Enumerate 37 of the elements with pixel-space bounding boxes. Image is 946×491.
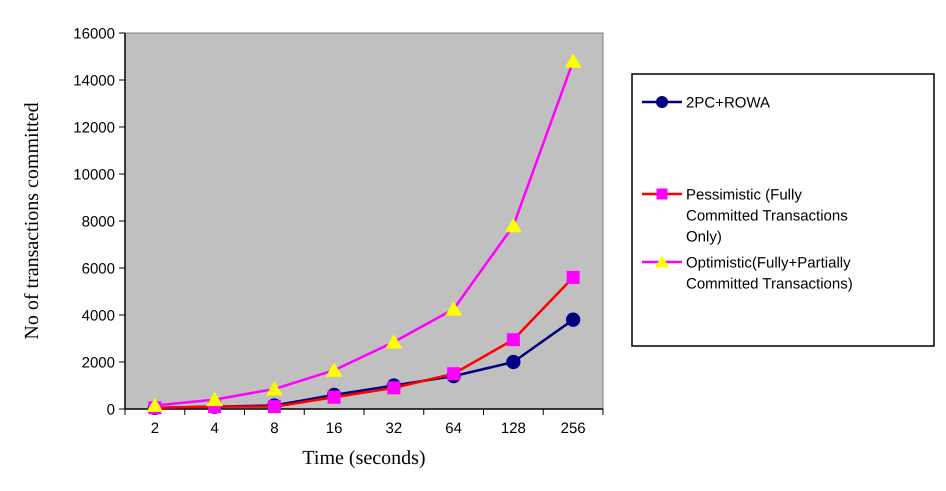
y-tick-label: 16000 [73, 25, 115, 42]
y-tick-label: 0 [106, 401, 115, 418]
y-tick-label: 6000 [82, 260, 115, 278]
y-tick-label: 10000 [73, 166, 115, 184]
y-axis-title: No of transactions committed [21, 102, 43, 340]
point [146, 398, 164, 412]
point [385, 334, 402, 349]
point [445, 301, 462, 316]
x-tick-label: 64 [445, 420, 462, 437]
point [566, 270, 580, 284]
point [566, 312, 580, 327]
y-tick-label: 12000 [73, 119, 115, 136]
point [506, 333, 520, 346]
y-tick-label: 2000 [82, 354, 115, 372]
point [504, 218, 522, 232]
x-tick-label: 256 [560, 420, 586, 437]
point [266, 381, 283, 396]
y-tick-label: 8000 [82, 213, 115, 230]
legend-label: 2PC+ROWA [686, 94, 770, 112]
x-tick-label: 32 [386, 420, 402, 437]
x-axis-title: Time (seconds) [302, 447, 426, 469]
point [326, 362, 343, 377]
x-tick-label: 128 [500, 420, 526, 437]
x-tick-label: 2 [150, 420, 160, 437]
point [328, 390, 341, 404]
legend-label: Pessimistic (Fully Committed Transactions Only) [686, 186, 848, 246]
x-tick-label: 16 [326, 420, 342, 437]
point [387, 381, 400, 394]
point [206, 392, 224, 406]
legend-label: Optimistic(Fully+Partially Committed Transactions) [686, 254, 853, 292]
point [506, 354, 521, 370]
point [447, 367, 460, 380]
y-tick-label: 14000 [73, 72, 115, 90]
y-tick-label: 4000 [82, 307, 115, 324]
point [564, 53, 582, 68]
x-tick-label: 4 [210, 420, 219, 437]
x-tick-label: 8 [270, 420, 279, 437]
